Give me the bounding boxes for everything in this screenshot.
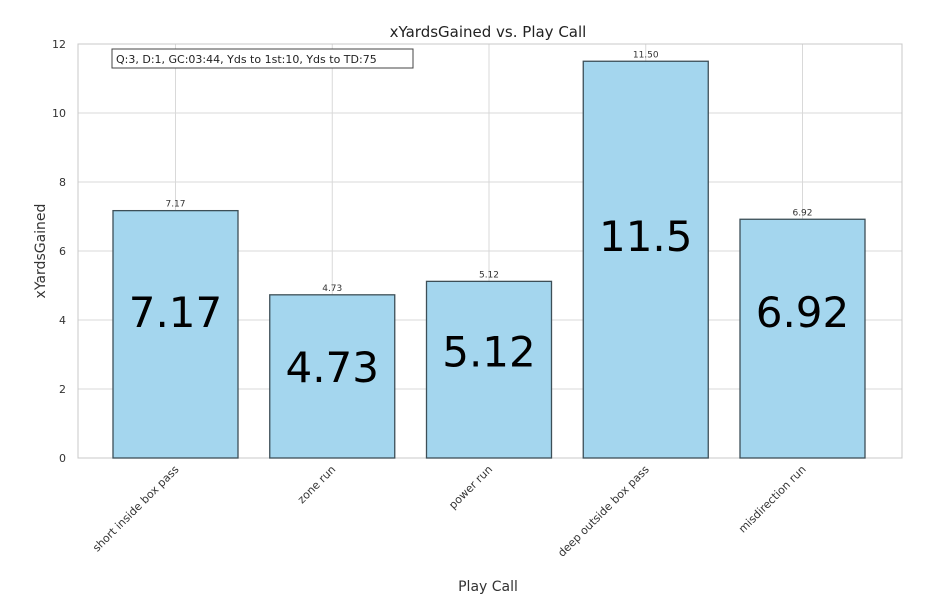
- bar: [112, 209, 239, 459]
- chart-title: xYardsGained vs. Play Call: [390, 23, 587, 41]
- y-axis-label: xYardsGained: [33, 204, 49, 299]
- x-axis-label: Play Call: [458, 579, 518, 595]
- y-tick-label: 6: [59, 245, 66, 258]
- x-tick-label: misdirection run: [736, 463, 809, 536]
- annotation-frame: [111, 48, 414, 69]
- y-tick-labels: 0 2 4 6 8 10 12: [52, 38, 66, 465]
- bar: [739, 218, 866, 459]
- bar: [582, 60, 709, 459]
- bar: [269, 294, 396, 459]
- x-tick-labels: short inside box pass zone run power run de…: [90, 463, 809, 560]
- bars: 7.17 7.17 4.73 4.73 5.12 5.12 11.50 11.5 6.92 6.9…: [112, 50, 866, 459]
- y-tick-label: 0: [59, 452, 66, 465]
- bar-big-value-label: 5.12: [442, 328, 536, 377]
- bar-big-value-label: 11.5: [599, 212, 693, 261]
- bar-big-value-label: 4.73: [285, 343, 379, 392]
- bar-value-label: 7.17: [165, 200, 185, 210]
- y-tick-label: 8: [59, 176, 66, 189]
- x-tick-label: zone run: [295, 463, 338, 506]
- x-tick-label: power run: [446, 463, 495, 512]
- bar: [425, 280, 553, 459]
- y-tick-label: 4: [59, 314, 66, 327]
- y-tick-label: 10: [52, 107, 66, 120]
- y-tick-label: 12: [52, 38, 66, 51]
- x-tick-label: short inside box pass: [90, 463, 182, 555]
- bar-big-value-label: 6.92: [756, 288, 850, 337]
- bar-big-value-label: 7.17: [129, 288, 223, 337]
- x-tick-label: deep outside box pass: [555, 463, 652, 560]
- bar-value-label: 6.92: [792, 208, 812, 218]
- bar-value-label: 4.73: [322, 284, 342, 294]
- bar-value-label: 11.50: [633, 50, 659, 60]
- bar-value-label: 5.12: [479, 270, 499, 280]
- annotation-box: Q:3, D:1, GC:03:44, Yds to 1st:10, Yds t…: [111, 48, 414, 69]
- annotation-text: Q:3, D:1, GC:03:44, Yds to 1st:10, Yds t…: [116, 53, 377, 66]
- y-tick-label: 2: [59, 383, 66, 396]
